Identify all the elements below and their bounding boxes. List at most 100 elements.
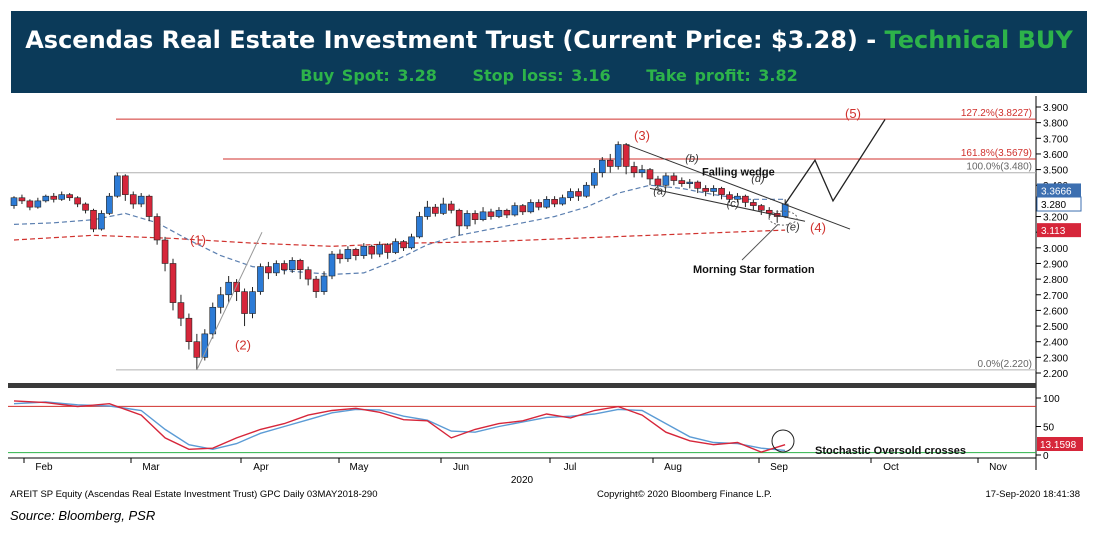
morning-star-circle [768,210,798,226]
candle-body [471,213,479,220]
chart-footer: AREIT SP Equity (Ascendas Real Estate In… [10,489,1080,500]
stoch-k-line [13,400,786,453]
chart-title: Ascendas Real Estate Investment Trust (C… [11,26,1087,54]
time-axis: Feb Mar Apr May Jun Jul Aug Sep Oct Nov 2020 [8,457,1036,486]
price-tick-label: 3.000 [1043,244,1068,255]
candle-body [273,263,280,274]
title-main: Ascendas Real Estate Investment Trust (C… [25,26,885,54]
stoch-d-line [13,401,786,452]
candlesticks [10,141,789,370]
price-tick-label: 3.200 [1043,213,1068,224]
candle-body [169,263,177,303]
footer-right: 17-Sep-2020 18:41:38 [985,489,1080,500]
candle-body [336,253,344,260]
price-tick-label: 3.900 [1043,103,1068,114]
candle-body [432,206,439,214]
candle-body [280,263,288,271]
candle-body [384,244,391,253]
price-tick-label: 2.700 [1043,291,1068,302]
price-tick-label: 2.300 [1043,353,1068,364]
candle-body [408,236,415,249]
wave-label: (4) [810,220,826,235]
price-tick-label: 2.400 [1043,338,1068,349]
candle-body [320,275,328,292]
wave-label: (e) [786,222,800,234]
candle-body [622,144,630,167]
candle-body [74,197,81,205]
candle-body [114,175,121,197]
take-profit: Take profit: 3.82 [646,66,798,85]
ma-short-badge: 3.3666 [1041,186,1072,197]
wave-label: (d) [751,173,765,185]
candle-body [90,209,97,230]
month-label: Apr [253,462,269,473]
candle-body [400,241,407,249]
candle-body [66,194,73,199]
wave-label: (b) [685,153,699,165]
ma-long-line [13,229,786,247]
projected-wave [784,119,886,205]
price-tick-label: 2.600 [1043,306,1068,317]
last-price-badge-bg [1036,196,1082,212]
impulse-line [196,231,263,371]
candle-body [614,144,622,167]
stoch-tick-label: 100 [1043,394,1060,405]
candle-body [328,253,336,277]
candle-body [678,180,686,184]
candle-body [750,202,757,206]
moving-averages [13,184,786,276]
candle-body [50,195,58,200]
candle-body [26,200,34,208]
year-label: 2020 [511,475,534,486]
candle-body [82,203,89,211]
month-label: Jun [453,462,469,473]
month-label: Aug [664,462,682,473]
candle-body [567,191,574,199]
price-axis: 3.9003.8003.7003.6003.5003.4003.3003.200… [1036,103,1082,380]
candle-body [344,249,352,260]
wave-label: (2) [235,338,251,353]
candle-body [670,175,678,181]
stoch-value-label: 13.1598 [1040,440,1077,451]
candle-body [646,169,654,180]
candle-body [511,205,519,216]
month-label: Feb [35,462,53,473]
candle-body [10,197,18,206]
candle-body [503,209,511,216]
fib-label: 161.8%(3.5679) [961,148,1032,159]
ma-short-line [13,184,786,276]
price-tick-label: 2.200 [1043,369,1068,380]
candle-body [551,199,558,205]
candle-body [757,205,765,211]
candle-body [177,302,185,319]
candle-body [726,194,733,200]
wave-label: (3) [634,128,650,143]
month-label: May [350,462,369,473]
chart-frame [8,96,1037,470]
stoch-cross-circle [771,429,795,453]
stoch-tick-label: 0 [1043,451,1049,462]
candle-body [257,266,264,292]
stoch-label: Stochastic Oversold crosses [815,445,966,457]
candle-body [58,194,66,200]
candle-body [742,195,749,203]
candle-body [249,291,256,314]
candle-body [654,178,662,186]
candle-body [161,239,169,264]
candle-body [559,197,566,205]
candle-body [535,202,543,208]
price-tick-label: 3.700 [1043,134,1068,145]
candle-body [265,266,272,274]
candle-body [463,213,471,227]
morning-star-label: Morning Star formation [693,264,815,276]
candle-body [479,211,487,220]
candle-body [352,249,360,256]
price-tick-label: 3.800 [1043,119,1068,130]
month-label: Sep [770,462,788,473]
ma-long-badge: 3.113 [1041,226,1066,237]
candle-body [185,317,193,343]
price-tick-label: 3.500 [1043,166,1068,177]
candle-body [662,175,670,186]
candle-body [447,203,455,211]
